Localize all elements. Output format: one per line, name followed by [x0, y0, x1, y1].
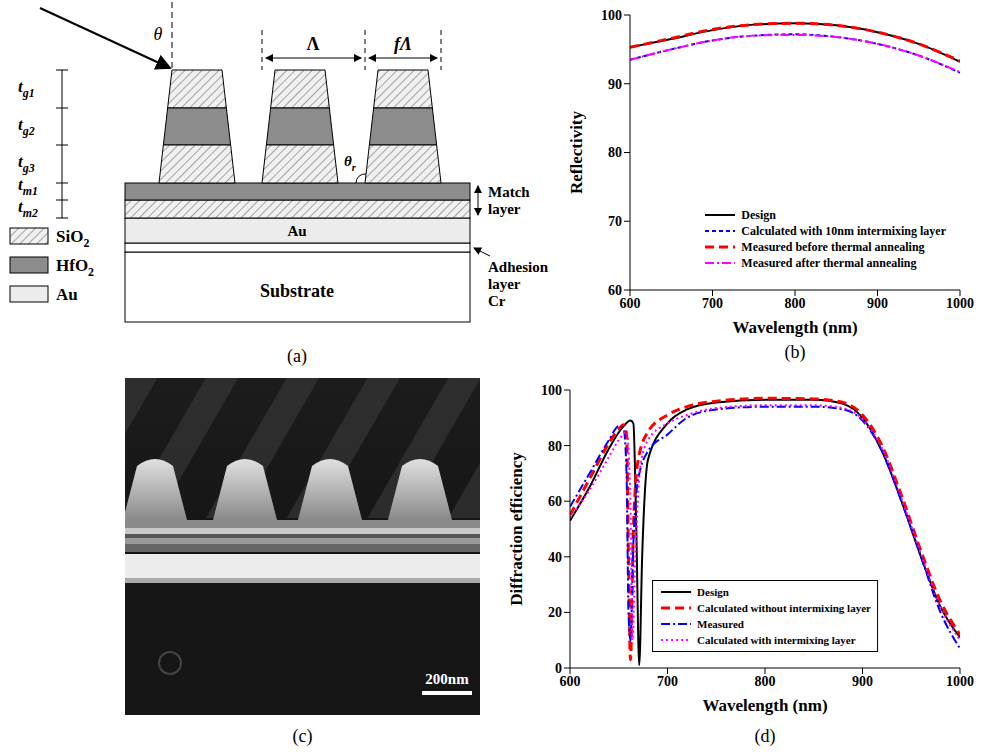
svg-text:tm1: tm1	[18, 175, 38, 198]
html-text:Calculated without intermixing: Calculated without intermixing layer	[697, 602, 871, 614]
svg-text:800: 800	[755, 674, 776, 689]
html-text:Measured: Measured	[697, 618, 744, 630]
svg-text:(a): (a)	[287, 346, 307, 367]
svg-text:Adhesion: Adhesion	[488, 259, 549, 275]
svg-text:1000: 1000	[946, 674, 974, 689]
svg-text:200nm: 200nm	[425, 671, 469, 687]
svg-text:Wavelength (nm): Wavelength (nm)	[732, 318, 857, 337]
svg-text:80: 80	[608, 145, 622, 160]
svg-text:Au: Au	[56, 285, 78, 304]
svg-text:Substrate: Substrate	[260, 281, 334, 301]
svg-text:100: 100	[601, 8, 622, 23]
svg-text:20: 20	[548, 605, 562, 620]
svg-text:600: 600	[620, 296, 641, 311]
svg-text:70: 70	[608, 214, 622, 229]
svg-text:700: 700	[657, 674, 678, 689]
svg-text:Reflectivity: Reflectivity	[567, 110, 586, 194]
svg-text:layer: layer	[488, 276, 521, 292]
svg-text:700: 700	[702, 296, 723, 311]
svg-text:60: 60	[608, 283, 622, 298]
svg-text:Cr: Cr	[488, 293, 506, 309]
svg-text:900: 900	[852, 674, 873, 689]
html-text:Measured after thermal anneali: Measured after thermal annealing	[741, 255, 917, 270]
svg-text:Λ: Λ	[307, 34, 320, 54]
html-text:Design: Design	[741, 207, 776, 222]
svg-text:90: 90	[608, 77, 622, 92]
svg-text:fΛ: fΛ	[394, 34, 412, 54]
svg-text:40: 40	[548, 550, 562, 565]
svg-text:600: 600	[560, 674, 581, 689]
svg-text:800: 800	[785, 296, 806, 311]
svg-text:60: 60	[548, 494, 562, 509]
svg-text:tg2: tg2	[18, 115, 35, 138]
svg-text:Diffraction efficiency: Diffraction efficiency	[507, 452, 526, 606]
svg-text:layer: layer	[488, 201, 521, 217]
html-text:(c): (c)	[292, 726, 313, 746]
html-text:(d): (d)	[754, 726, 776, 746]
svg-text:HfO2: HfO2	[56, 256, 94, 279]
html-text:Calculated with intermixing la: Calculated with intermixing layer	[697, 634, 856, 646]
html-text:Calculated with 10nm intermixi: Calculated with 10nm intermixing layer	[741, 223, 946, 238]
html-text:Design: Design	[697, 586, 729, 598]
svg-text:Wavelength (nm): Wavelength (nm)	[702, 696, 827, 715]
svg-text:tm2: tm2	[18, 197, 38, 220]
svg-text:1000: 1000	[946, 296, 974, 311]
svg-text:900: 900	[867, 296, 888, 311]
html-text:Measured before thermal anneal: Measured before thermal annealing	[741, 239, 925, 254]
svg-text:100: 100	[541, 383, 562, 398]
svg-text:SiO2: SiO2	[56, 227, 89, 250]
html-text:(b): (b)	[784, 342, 806, 362]
svg-text:θ: θ	[154, 24, 163, 44]
svg-text:80: 80	[548, 439, 562, 454]
svg-text:Au: Au	[287, 223, 306, 239]
svg-text:θr: θr	[344, 153, 357, 173]
svg-text:tg1: tg1	[18, 77, 35, 100]
svg-text:Match: Match	[488, 184, 530, 200]
svg-text:0: 0	[555, 661, 562, 676]
svg-text:tg3: tg3	[18, 152, 35, 175]
